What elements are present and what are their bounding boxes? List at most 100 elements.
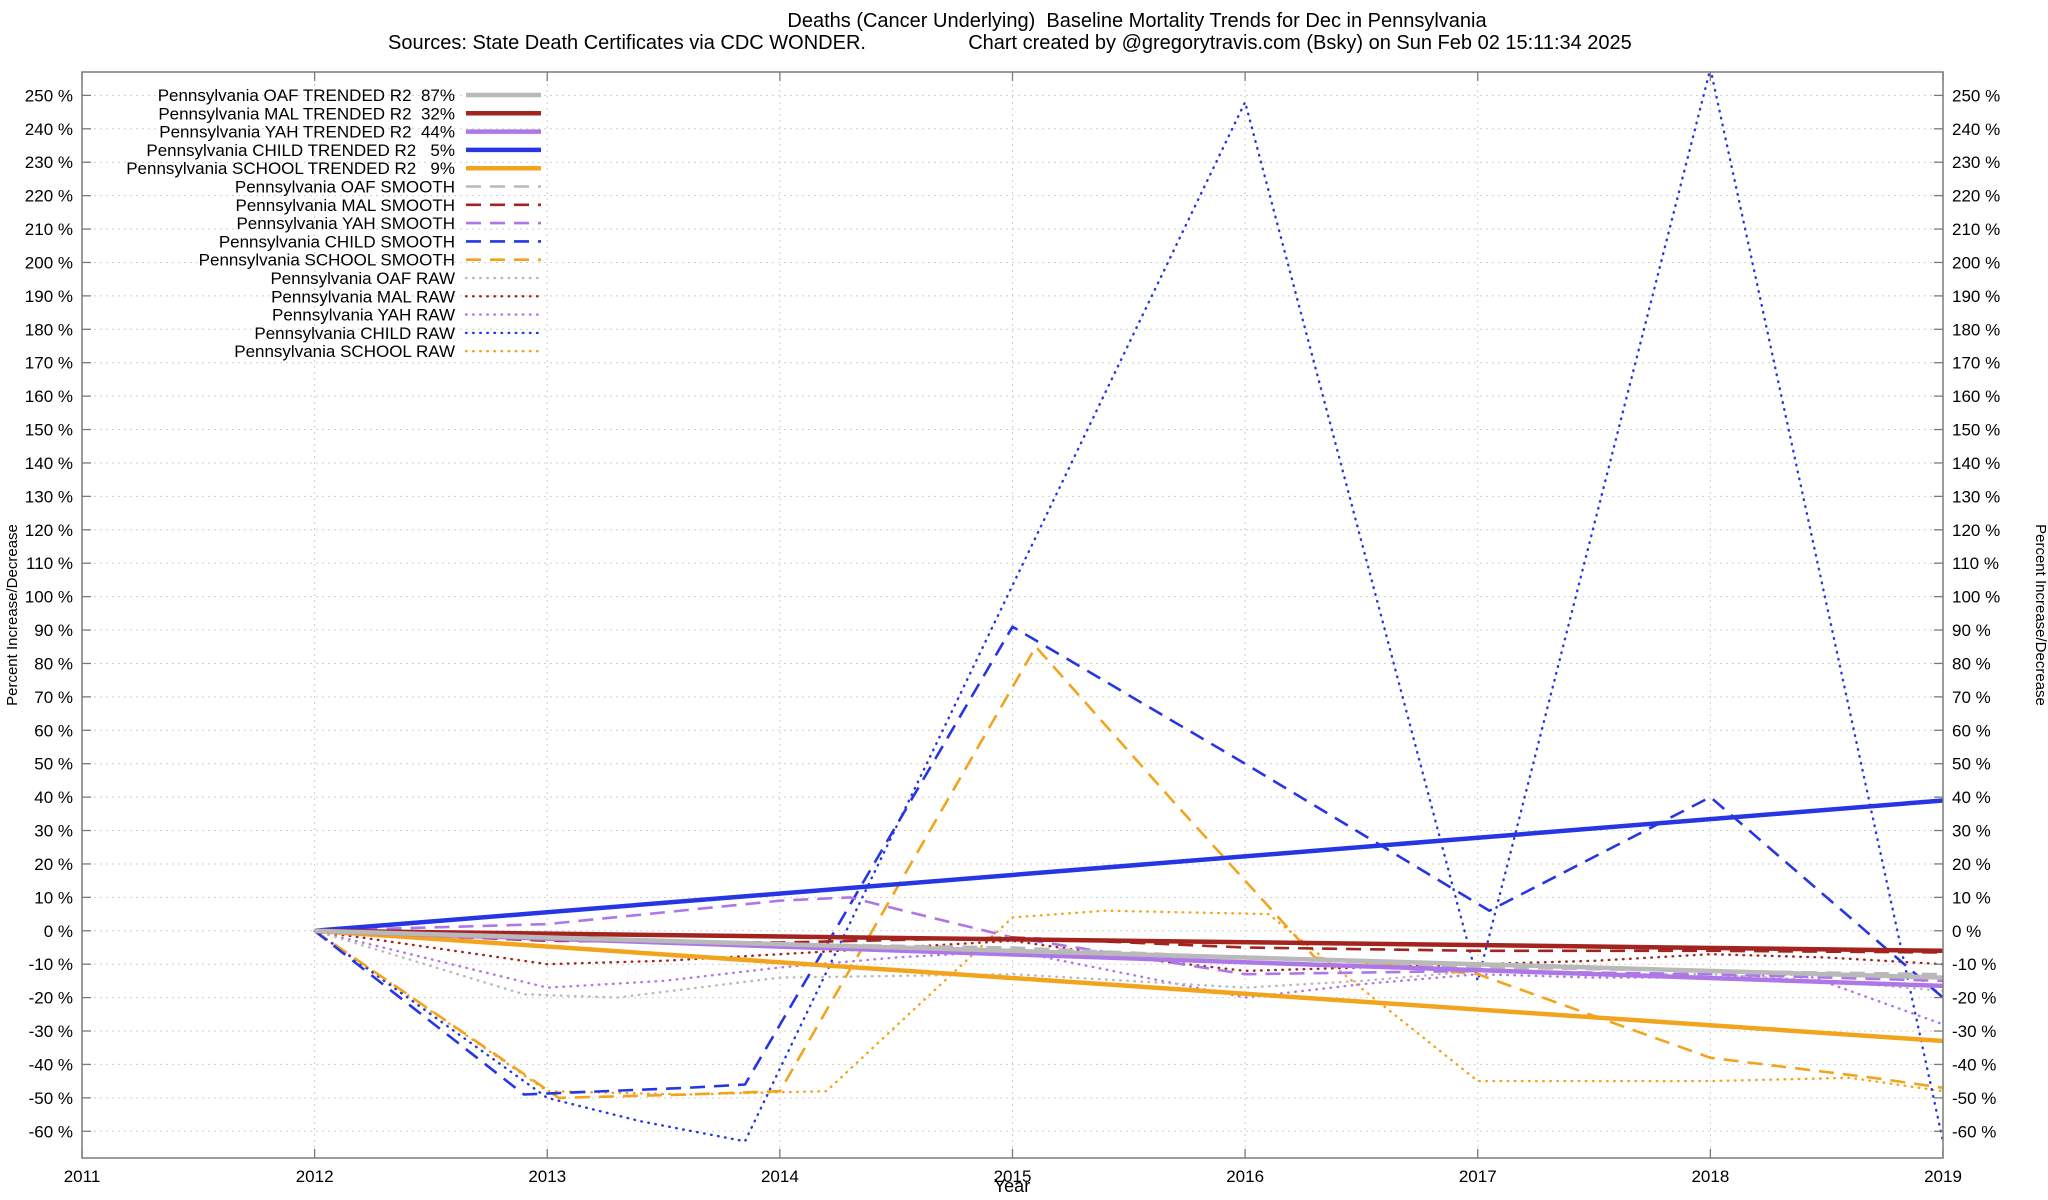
y-tick-label-left: 140 % xyxy=(25,454,73,473)
legend-label: Pennsylvania SCHOOL RAW xyxy=(234,342,455,361)
x-tick-label: 2014 xyxy=(761,1167,799,1186)
legend-item: Pennsylvania OAF SMOOTH xyxy=(235,178,541,197)
x-tick-label: 2011 xyxy=(64,1167,101,1186)
legend-label: Pennsylvania YAH RAW xyxy=(272,306,455,325)
legend-label: Pennsylvania MAL RAW xyxy=(271,287,455,306)
y-tick-label-left: 240 % xyxy=(25,120,73,139)
legend-item: Pennsylvania SCHOOL SMOOTH xyxy=(199,251,541,270)
chart-title: Deaths (Cancer Underlying) Baseline Mort… xyxy=(787,10,1487,32)
y-tick-label-left: 30 % xyxy=(34,822,73,841)
y-tick-label-left: 50 % xyxy=(34,755,73,774)
series-group xyxy=(313,72,1943,1143)
x-tick-label: 2019 xyxy=(1924,1167,1962,1186)
y-tick-label-right: 130 % xyxy=(1952,487,2000,506)
legend-item: Pennsylvania CHILD TRENDED R2 5% xyxy=(146,141,541,160)
legend-item: Pennsylvania YAH RAW xyxy=(272,306,543,325)
y-tick-label-right: 40 % xyxy=(1952,788,1991,807)
y-tick-label-right: 170 % xyxy=(1952,354,2000,373)
series-child-trended xyxy=(314,798,1943,934)
y-tick-label-right: 120 % xyxy=(1952,521,2000,540)
y-tick-label-left: 80 % xyxy=(34,654,73,673)
series-child-raw xyxy=(313,72,1943,1143)
y-tick-label-right: 100 % xyxy=(1952,588,2000,607)
y-tick-label-right: 90 % xyxy=(1952,621,1991,640)
series-oaf-trended xyxy=(314,928,1943,980)
y-tick-label-right: 10 % xyxy=(1952,888,1991,907)
legend-label: Pennsylvania YAH SMOOTH xyxy=(236,214,455,233)
y-tick-label-left: 230 % xyxy=(25,153,73,172)
y-tick-label-left: -50 % xyxy=(29,1089,73,1108)
y-tick-label-right: 180 % xyxy=(1952,320,2000,339)
series-mal-raw xyxy=(313,929,1943,973)
y-tick-label-left: 190 % xyxy=(25,287,73,306)
legend-item: Pennsylvania YAH SMOOTH xyxy=(236,214,541,233)
legend-item: Pennsylvania OAF RAW xyxy=(270,269,543,288)
series-school-raw xyxy=(313,909,1943,1096)
y-tick-label-right: 160 % xyxy=(1952,387,2000,406)
y-tick-label-left: 70 % xyxy=(34,688,73,707)
y-tick-label-right: 60 % xyxy=(1952,721,1991,740)
axis-tick-labels: 2011 2012 2013 2014 2015 2016 2017 2018 2019 -60 … xyxy=(25,86,2000,1186)
x-tick-label: 2012 xyxy=(296,1167,334,1186)
y-tick-label-right: 250 % xyxy=(1952,86,2000,105)
legend-item: Pennsylvania CHILD RAW xyxy=(254,324,543,343)
y-tick-label-right: 50 % xyxy=(1952,755,1991,774)
y-tick-label-right: 110 % xyxy=(1952,554,1999,573)
y-tick-label-right: 240 % xyxy=(1952,120,2000,139)
y-tick-label-right: 220 % xyxy=(1952,187,2000,206)
y-tick-label-right: 0 % xyxy=(1952,922,1981,941)
y-tick-label-left: 210 % xyxy=(25,220,73,239)
y-tick-label-right: 80 % xyxy=(1952,654,1991,673)
y-tick-label-left: 60 % xyxy=(34,721,73,740)
series-child-smooth xyxy=(313,625,1943,1096)
y-tick-label-left: 220 % xyxy=(25,187,73,206)
y-tick-label-right: -10 % xyxy=(1952,955,1996,974)
y-tick-label-left: 200 % xyxy=(25,253,73,272)
chart-credit-note: Chart created by @gregorytravis.com (Bsk… xyxy=(968,32,1632,54)
y-tick-label-left: 110 % xyxy=(26,554,73,573)
y-tick-label-left: 130 % xyxy=(25,487,73,506)
y-tick-label-left: -30 % xyxy=(29,1022,73,1041)
legend-item: Pennsylvania OAF TRENDED R2 87% xyxy=(158,86,541,105)
legend-item: Pennsylvania MAL TRENDED R2 32% xyxy=(158,104,541,123)
y-tick-label-left: 160 % xyxy=(25,387,73,406)
series-mal-trended xyxy=(314,928,1943,954)
legend-item: Pennsylvania MAL SMOOTH xyxy=(236,196,541,215)
legend-item: Pennsylvania YAH TRENDED R2 44% xyxy=(159,123,541,142)
y-tick-label-left: 150 % xyxy=(25,421,73,440)
y-tick-label-right: 140 % xyxy=(1952,454,2000,473)
x-tick-label: 2016 xyxy=(1226,1167,1264,1186)
legend-label: Pennsylvania CHILD RAW xyxy=(254,324,455,343)
y-tick-label-right: 20 % xyxy=(1952,855,1991,874)
y-tick-label-left: 120 % xyxy=(25,521,73,540)
y-tick-label-right: 200 % xyxy=(1952,253,2000,272)
axis-ticks xyxy=(81,72,1944,1158)
legend-label: Pennsylvania OAF SMOOTH xyxy=(235,178,455,197)
chart-source-note: Sources: State Death Certificates via CD… xyxy=(388,32,866,54)
y-tick-label-left: -10 % xyxy=(29,955,73,974)
y-tick-label-left: 180 % xyxy=(25,320,73,339)
legend-label: Pennsylvania SCHOOL SMOOTH xyxy=(199,251,455,270)
y-tick-label-left: 170 % xyxy=(25,354,73,373)
legend: Pennsylvania OAF TRENDED R2 87%Pennsylva… xyxy=(126,86,543,361)
legend-label: Pennsylvania CHILD SMOOTH xyxy=(219,232,455,251)
grid xyxy=(81,72,1944,1158)
y-tick-label-right: -60 % xyxy=(1952,1122,1996,1141)
y-tick-label-right: -20 % xyxy=(1952,989,1996,1008)
plot-area: 2011 2012 2013 2014 2015 2016 2017 2018 2019 -60 … xyxy=(25,71,2000,1186)
y-tick-label-right: 70 % xyxy=(1952,688,1991,707)
y-tick-label-right: -30 % xyxy=(1952,1022,1996,1041)
legend-label: Pennsylvania OAF TRENDED R2 87% xyxy=(158,86,455,105)
legend-label: Pennsylvania YAH TRENDED R2 44% xyxy=(159,123,455,142)
y-tick-label-right: -40 % xyxy=(1952,1055,1996,1074)
y-axis-label-right: Percent Increase/Decrease xyxy=(2032,524,2048,706)
y-tick-label-left: 90 % xyxy=(34,621,73,640)
legend-item: Pennsylvania SCHOOL RAW xyxy=(234,342,543,361)
legend-item: Pennsylvania SCHOOL TRENDED R2 9% xyxy=(126,159,541,178)
y-tick-label-left: 0 % xyxy=(44,922,73,941)
y-tick-label-left: 40 % xyxy=(34,788,73,807)
x-tick-label: 2013 xyxy=(528,1167,566,1186)
y-axis-label-left: Percent Increase/Decrease xyxy=(4,524,21,706)
